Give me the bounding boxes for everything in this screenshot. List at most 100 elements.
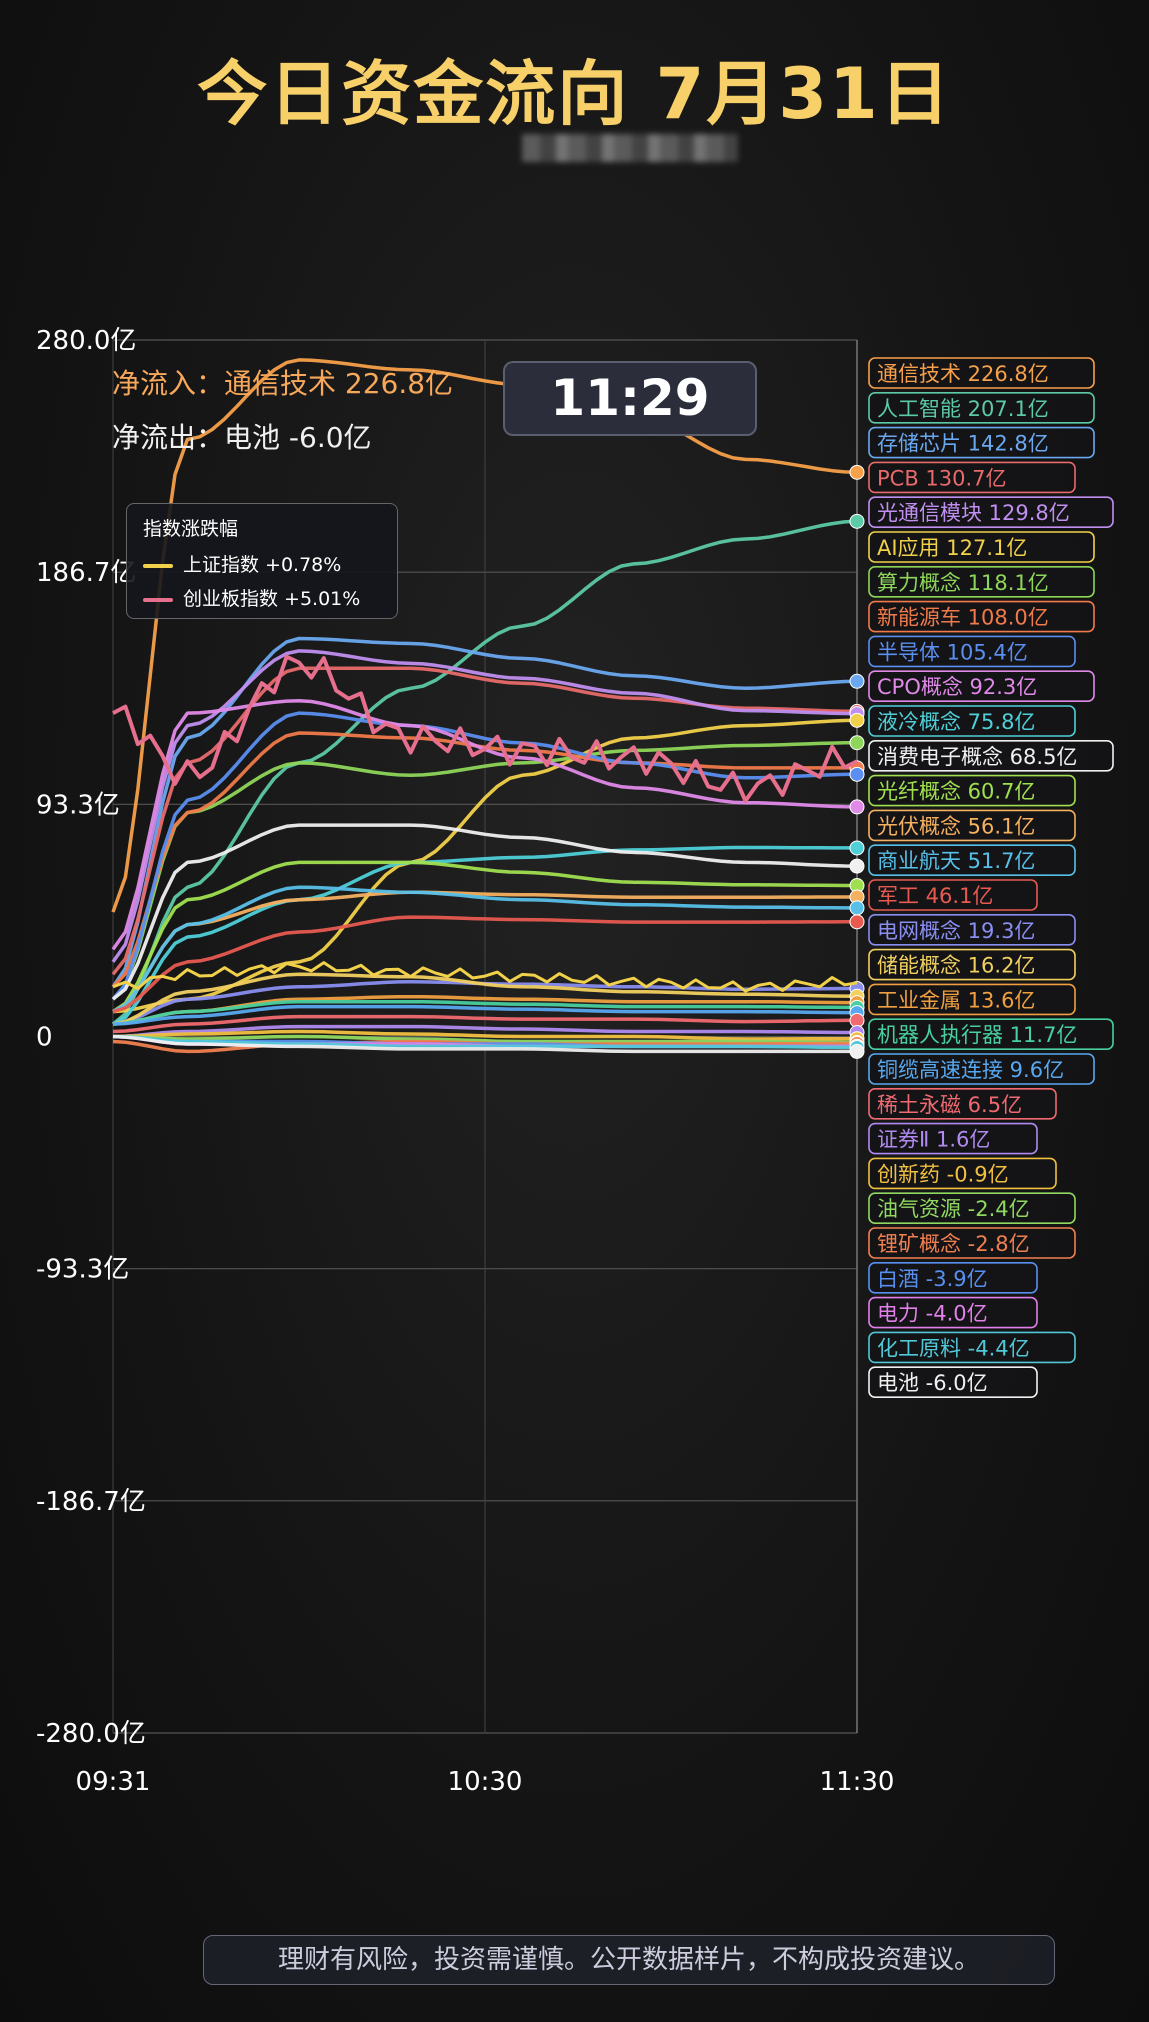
y-tick-label: 93.3亿 — [36, 790, 120, 820]
end-label-box-0 — [868, 357, 1095, 389]
end-label-21: 稀土永磁 6.5亿 — [877, 1093, 1022, 1117]
end-label-box-20 — [868, 1053, 1095, 1085]
series-line-6 — [111, 740, 858, 1001]
end-label-box-23 — [868, 1157, 1057, 1190]
end-label-17: 储能概念 16.2亿 — [877, 954, 1035, 978]
end-label-0: 通信技术 226.8亿 — [877, 362, 1049, 386]
series-line-23 — [112, 1029, 857, 1041]
series-line-14 — [112, 885, 857, 1014]
series-end-point-1 — [849, 513, 865, 529]
series-end-point-8 — [849, 766, 865, 782]
end-label-box-8 — [868, 635, 1076, 668]
legend-item-sse: 上证指数 +0.78% — [143, 550, 341, 577]
end-label-9: CPO概念 92.3亿 — [877, 675, 1037, 699]
end-label-6: 算力概念 118.1亿 — [877, 571, 1049, 595]
end-label-11: 消费电子概念 68.5亿 — [877, 745, 1077, 769]
end-label-13: 光伏概念 56.1亿 — [877, 814, 1035, 838]
series-end-point-2 — [849, 673, 865, 689]
x-tick-label: 09:31 — [76, 1767, 151, 1797]
end-label-box-24 — [868, 1192, 1076, 1224]
series-lines — [111, 358, 865, 1059]
end-label-box-13 — [868, 809, 1076, 842]
fund-flow-chart: 280.0亿 186.7亿 93.3亿 0 -93.3亿 -186.7亿 -280.0亿 09… — [36, 326, 1114, 1797]
x-tick-label: 10:30 — [448, 1767, 523, 1797]
series-line-28 — [112, 1034, 857, 1050]
end-label-24: 油气资源 -2.4亿 — [877, 1197, 1030, 1221]
end-label-box-22 — [868, 1122, 1038, 1155]
end-label-23: 创新药 -0.9亿 — [877, 1162, 1009, 1186]
end-label-16: 电网概念 19.3亿 — [877, 919, 1035, 943]
series-end-point-9 — [849, 799, 865, 815]
end-label-box-6 — [868, 565, 1095, 598]
end-label-1: 人工智能 207.1亿 — [877, 397, 1049, 421]
page-title: 今日资金流向 7月31日 — [197, 53, 952, 135]
series-line-13 — [112, 890, 857, 1014]
end-label-box-25 — [868, 1227, 1076, 1259]
end-label-box-29 — [868, 1366, 1038, 1398]
y-tick-label: 0 — [36, 1023, 53, 1053]
end-label-box-2 — [868, 426, 1095, 459]
axis-ticks: 280.0亿 186.7亿 93.3亿 0 -93.3亿 -186.7亿 -280.0亿 09… — [36, 326, 894, 1797]
end-label-box-12 — [868, 774, 1076, 807]
end-label-28: 化工原料 -4.4亿 — [877, 1336, 1030, 1360]
end-label-27: 电力 -4.0亿 — [877, 1302, 988, 1326]
series-line-10 — [112, 845, 857, 1026]
series-end-point-5 — [849, 712, 865, 728]
end-label-19: 机器人执行器 11.7亿 — [877, 1023, 1077, 1047]
end-label-15: 军工 46.1亿 — [877, 884, 993, 908]
end-label-26: 白酒 -3.9亿 — [877, 1267, 988, 1291]
series-end-point-15 — [849, 914, 865, 930]
series-end-point-10 — [849, 840, 865, 856]
series-line-17 — [112, 972, 858, 1026]
end-label-box-26 — [868, 1262, 1038, 1294]
series-line-4 — [111, 649, 858, 963]
end-label-5: AI应用 127.1亿 — [877, 536, 1027, 560]
net-inflow-label: 净流入：通信技术 226.8亿 — [112, 367, 454, 400]
net-outflow-label: 净流出：电池 -6.0亿 — [112, 421, 372, 454]
y-tick-label: -280.0亿 — [36, 1719, 146, 1749]
index-line-1 — [112, 654, 858, 803]
end-label-box-4 — [868, 496, 1114, 529]
y-tick-label: -93.3亿 — [36, 1255, 129, 1285]
end-label-box-15 — [868, 879, 1038, 911]
end-label-box-21 — [868, 1088, 1057, 1120]
legend-title: 指数涨跌幅 — [143, 518, 239, 540]
end-label-3: PCB 130.7亿 — [877, 466, 1007, 490]
series-line-24 — [112, 1034, 858, 1045]
end-label-box-18 — [868, 983, 1076, 1016]
end-label-box-3 — [868, 461, 1076, 494]
legend-label-chinext: 创业板指数 +5.01% — [183, 588, 361, 610]
end-label-8: 半导体 105.4亿 — [877, 640, 1028, 664]
end-label-box-5 — [868, 531, 1095, 563]
y-tick-label: -186.7亿 — [36, 1487, 146, 1517]
end-label-4: 光通信模块 129.8亿 — [877, 501, 1070, 525]
end-label-box-11 — [868, 739, 1114, 772]
end-label-22: 证券Ⅱ 1.6亿 — [877, 1128, 990, 1152]
index-line-0 — [112, 961, 858, 993]
series-line-19 — [112, 999, 857, 1026]
series-line-20 — [112, 1004, 857, 1026]
end-label-12: 光纤概念 60.7亿 — [877, 780, 1035, 804]
series-line-12 — [112, 860, 857, 1014]
end-label-box-27 — [868, 1296, 1038, 1329]
legend-swatch-sse — [143, 563, 173, 568]
end-label-18: 工业金属 13.6亿 — [877, 988, 1035, 1012]
series-line-15 — [112, 915, 857, 1014]
end-label-box-9 — [868, 670, 1095, 703]
end-label-7: 新能源车 108.0亿 — [877, 606, 1049, 630]
series-line-29 — [112, 1034, 857, 1054]
series-line-21 — [112, 1014, 858, 1034]
legend-label-sse: 上证指数 +0.78% — [183, 554, 342, 576]
series-end-point-29 — [849, 1043, 865, 1059]
end-label-14: 商业航天 51.7亿 — [877, 849, 1035, 873]
end-label-box-28 — [868, 1331, 1076, 1364]
end-label-box-16 — [868, 913, 1076, 946]
y-tick-label: 186.7亿 — [36, 558, 136, 588]
series-line-3 — [111, 666, 858, 976]
end-label-29: 电池 -6.0亿 — [877, 1371, 988, 1395]
end-label-box-7 — [868, 600, 1095, 633]
disclaimer: 理财有风险，投资需谨慎。公开数据样片，不构成投资建议。 — [203, 1935, 1055, 1985]
series-line-0 — [111, 358, 858, 913]
end-label-box-19 — [868, 1018, 1114, 1051]
